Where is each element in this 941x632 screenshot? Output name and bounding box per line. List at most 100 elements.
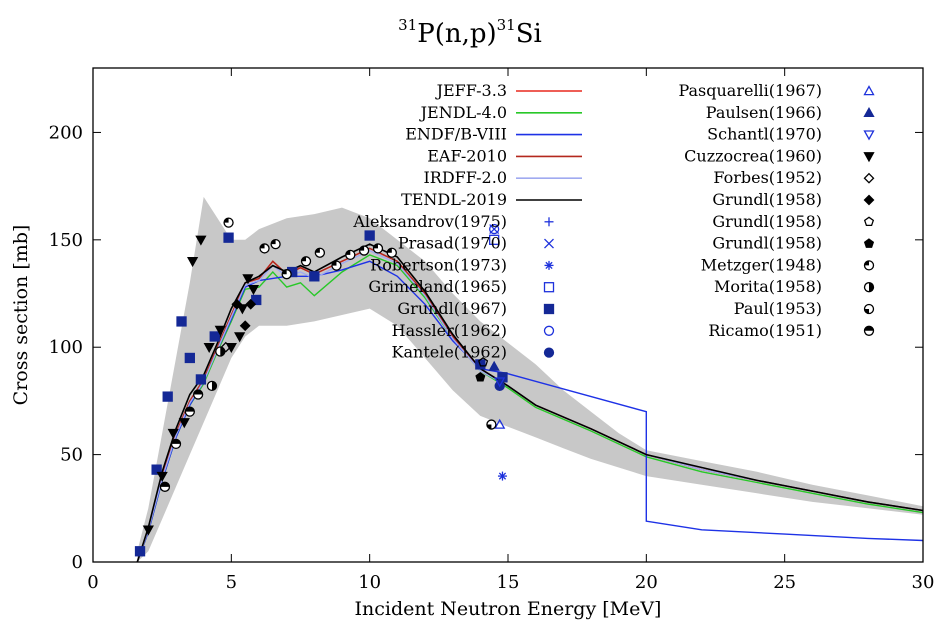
data-point-16-11 — [386, 247, 397, 258]
data-point-16-1 — [223, 217, 234, 228]
legend-label-left-8: Prasad(1970) — [398, 234, 507, 253]
data-point-18-1 — [486, 419, 497, 430]
data-point-11-11 — [236, 304, 249, 315]
legend-swatch-right-3 — [863, 130, 875, 141]
data-point-13-2 — [239, 320, 251, 332]
data-point-19-1 — [159, 481, 171, 492]
legend-label-left-13: Kantele(1962) — [392, 343, 507, 362]
series-line-3 — [136, 260, 924, 563]
legend-swatch-right-1 — [863, 85, 875, 96]
title-superscript-1: 31 — [398, 16, 417, 34]
data-point-17-2 — [215, 346, 226, 357]
data-point-5-6 — [195, 374, 207, 385]
data-point-10-1 — [494, 377, 506, 388]
data-point-15-1 — [475, 371, 486, 382]
data-point-5-11 — [309, 271, 320, 282]
legend-label-right-3: Schantl(1970) — [707, 125, 822, 144]
axis-ticks-layer: 0 5 10 15 20 25 30 0 50 100 150 200 — [49, 68, 935, 593]
data-point-16-10 — [372, 243, 384, 254]
data-point-16-3 — [270, 238, 281, 250]
data-point-11-6 — [195, 235, 207, 246]
legend-swatch-right-6 — [863, 194, 875, 206]
legend-swatch-left-7 — [544, 217, 554, 227]
legend: JEFF-3.3 JENDL-4.0 ENDF/B-VIII EAF-2010 IRDF… — [352, 81, 875, 362]
legend-swatch-left-9 — [544, 260, 554, 270]
data-point-13-1 — [231, 298, 243, 310]
legend-label-left-4: EAF-2010 — [427, 146, 507, 165]
data-point-11-2 — [156, 471, 168, 482]
data-point-16-4 — [281, 269, 292, 280]
legend-swatch-right-5 — [863, 172, 875, 184]
x-tick-label: 5 — [226, 572, 237, 593]
data-point-11-7 — [203, 342, 215, 354]
data-point-16-6 — [314, 247, 326, 258]
legend-swatch-right-11 — [863, 303, 875, 315]
legend-label-left-7: Aleksandrov(1975) — [352, 212, 507, 231]
legend-swatch-right-9 — [863, 260, 875, 271]
legend-label-right-12: Ricamo(1951) — [708, 321, 822, 340]
x-tick-label: 10 — [358, 572, 381, 593]
data-point-16-8 — [345, 249, 356, 261]
data-point-16-5 — [300, 256, 312, 267]
x-tick-label: 15 — [497, 572, 520, 593]
legend-label-right-11: Paul(1953) — [734, 299, 822, 318]
data-point-12-1 — [220, 341, 232, 353]
y-tick-label: 150 — [49, 230, 83, 251]
data-point-3-1 — [497, 471, 507, 481]
legend-swatch-left-8 — [544, 238, 554, 249]
legend-label-right-8: Grundl(1958) — [712, 234, 822, 253]
data-point-5-1 — [134, 546, 146, 557]
legend-label-right-1: Pasquarelli(1967) — [678, 81, 822, 100]
y-tick-label: 0 — [72, 552, 83, 573]
legend-label-left-11: Grundl(1967) — [397, 299, 507, 318]
legend-swatch-right-8 — [863, 238, 875, 248]
data-point-14-1 — [478, 356, 489, 367]
legend-label-right-9: Metzger(1948) — [701, 255, 822, 274]
legend-label-left-3: ENDF/B-VIII — [405, 125, 507, 144]
title-end: Si — [516, 19, 542, 49]
data-point-11-8 — [214, 325, 226, 336]
data-point-11-12 — [242, 274, 254, 285]
legend-label-left-1: JEFF-3.3 — [435, 81, 507, 100]
data-point-11-10 — [234, 332, 246, 343]
legend-label-left-6: TENDL-2019 — [401, 190, 507, 209]
x-tick-label: 30 — [912, 572, 935, 593]
legend-swatch-left-11 — [543, 303, 555, 315]
data-point-6-1 — [489, 223, 500, 235]
legend-label-right-10: Morita(1958) — [714, 277, 822, 296]
legend-swatch-right-10 — [863, 282, 875, 293]
legend-label-left-9: Robertson(1973) — [370, 255, 507, 274]
data-point-11-5 — [186, 257, 199, 268]
data-point-11-1 — [142, 525, 154, 536]
legend-swatch-left-10 — [543, 282, 555, 293]
x-tick-label: 20 — [635, 572, 658, 593]
data-point-13-3 — [245, 298, 257, 310]
data-point-5-12 — [364, 230, 375, 241]
legend-label-right-6: Grundl(1958) — [712, 190, 822, 209]
title-superscript-2: 31 — [497, 16, 516, 34]
y-tick-label: 50 — [60, 445, 83, 466]
y-tick-label: 100 — [49, 337, 83, 358]
data-point-4-1 — [489, 234, 500, 245]
legend-swatch-right-4 — [863, 152, 875, 163]
y-tick-label: 200 — [49, 122, 83, 143]
chart-title: 31P(n,p)31Si — [398, 16, 542, 49]
x-axis-label: Incident Neutron Energy [MeV] — [355, 598, 662, 620]
data-point-5-7 — [209, 331, 220, 342]
data-point-11-4 — [178, 418, 190, 429]
data-point-5-5 — [184, 352, 195, 364]
data-point-5-3 — [162, 391, 173, 402]
data-point-5-4 — [176, 316, 187, 327]
data-point-5-2 — [151, 464, 162, 475]
x-tick-label: 25 — [773, 572, 796, 593]
legend-swatch-left-13 — [543, 347, 555, 358]
title-main: P(n,p) — [417, 19, 496, 49]
legend-swatch-right-12 — [863, 325, 875, 336]
legend-label-right-2: Paulsen(1966) — [706, 103, 822, 122]
data-point-5-8 — [223, 232, 234, 243]
legend-swatch-left-12 — [543, 325, 555, 336]
data-point-16-9 — [358, 245, 370, 256]
legend-label-right-4: Cuzzocrea(1960) — [684, 146, 822, 165]
legend-label-right-7: Grundl(1958) — [712, 212, 822, 231]
